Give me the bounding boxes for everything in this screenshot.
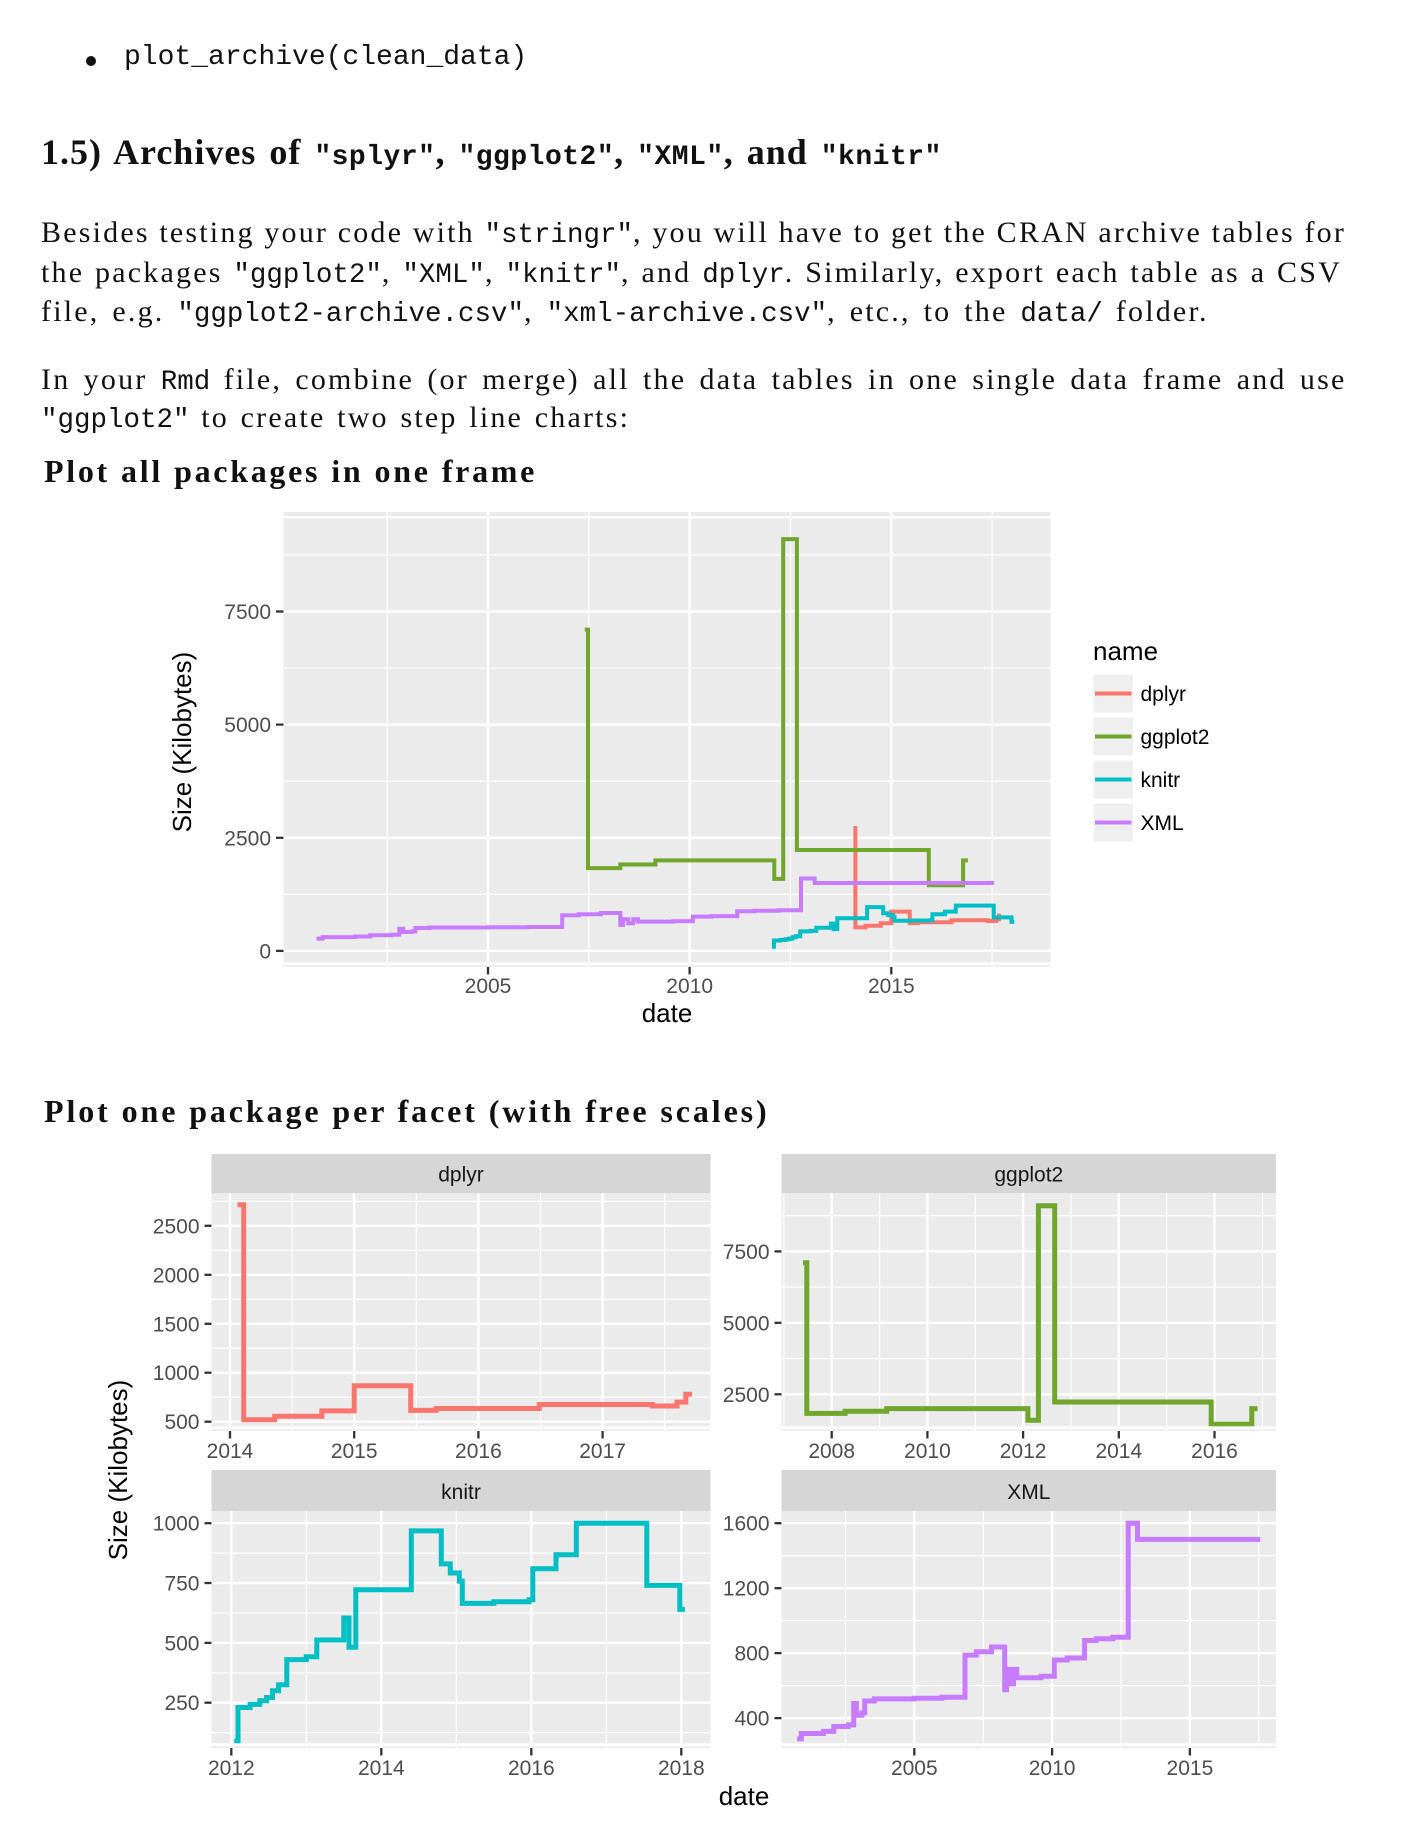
svg-text:ggplot2: ggplot2 (994, 1164, 1063, 1187)
svg-text:2010: 2010 (904, 1440, 951, 1463)
svg-text:2010: 2010 (666, 975, 713, 998)
svg-text:7500: 7500 (224, 601, 271, 624)
svg-text:1000: 1000 (153, 1513, 200, 1536)
svg-text:dplyr: dplyr (438, 1164, 484, 1187)
svg-text:date: date (719, 1781, 770, 1811)
svg-text:XML: XML (1007, 1481, 1050, 1504)
svg-text:Size (Kilobytes): Size (Kilobytes) (167, 652, 197, 833)
svg-text:5000: 5000 (224, 714, 271, 737)
svg-text:2500: 2500 (723, 1384, 770, 1407)
svg-text:1000: 1000 (153, 1362, 200, 1385)
svg-text:2015: 2015 (868, 975, 915, 998)
svg-text:name: name (1093, 636, 1158, 666)
svg-text:1500: 1500 (153, 1313, 200, 1336)
svg-text:2012: 2012 (1000, 1440, 1047, 1463)
svg-text:2008: 2008 (808, 1440, 855, 1463)
svg-text:750: 750 (164, 1573, 199, 1596)
svg-text:500: 500 (164, 1632, 199, 1655)
svg-text:2016: 2016 (1191, 1440, 1238, 1463)
svg-text:XML: XML (1141, 812, 1184, 835)
svg-text:2005: 2005 (465, 975, 512, 998)
svg-text:ggplot2: ggplot2 (1141, 726, 1210, 749)
svg-text:250: 250 (164, 1692, 199, 1715)
svg-text:400: 400 (734, 1708, 769, 1731)
svg-text:7500: 7500 (723, 1241, 770, 1264)
svg-text:2014: 2014 (1095, 1440, 1142, 1463)
svg-text:knitr: knitr (441, 1481, 481, 1504)
svg-text:0: 0 (259, 940, 271, 963)
svg-text:2012: 2012 (208, 1757, 255, 1780)
svg-text:dplyr: dplyr (1141, 683, 1187, 706)
svg-text:500: 500 (164, 1411, 199, 1434)
svg-text:2005: 2005 (891, 1757, 938, 1780)
svg-text:2015: 2015 (331, 1440, 378, 1463)
svg-text:2500: 2500 (224, 827, 271, 850)
svg-text:800: 800 (734, 1643, 769, 1666)
svg-text:5000: 5000 (723, 1312, 770, 1335)
svg-text:2016: 2016 (455, 1440, 502, 1463)
svg-text:1200: 1200 (723, 1578, 770, 1601)
svg-text:2018: 2018 (658, 1757, 705, 1780)
svg-text:2014: 2014 (358, 1757, 405, 1780)
svg-text:2014: 2014 (207, 1440, 254, 1463)
svg-text:knitr: knitr (1141, 769, 1181, 792)
svg-text:2010: 2010 (1029, 1757, 1076, 1780)
svg-text:2016: 2016 (508, 1757, 555, 1780)
svg-text:2017: 2017 (579, 1440, 626, 1463)
svg-text:date: date (642, 998, 693, 1028)
svg-text:2000: 2000 (153, 1264, 200, 1287)
svg-text:2015: 2015 (1167, 1757, 1214, 1780)
svg-text:1600: 1600 (723, 1513, 770, 1536)
svg-text:Size (Kilobytes): Size (Kilobytes) (103, 1380, 133, 1561)
svg-text:2500: 2500 (153, 1215, 200, 1238)
